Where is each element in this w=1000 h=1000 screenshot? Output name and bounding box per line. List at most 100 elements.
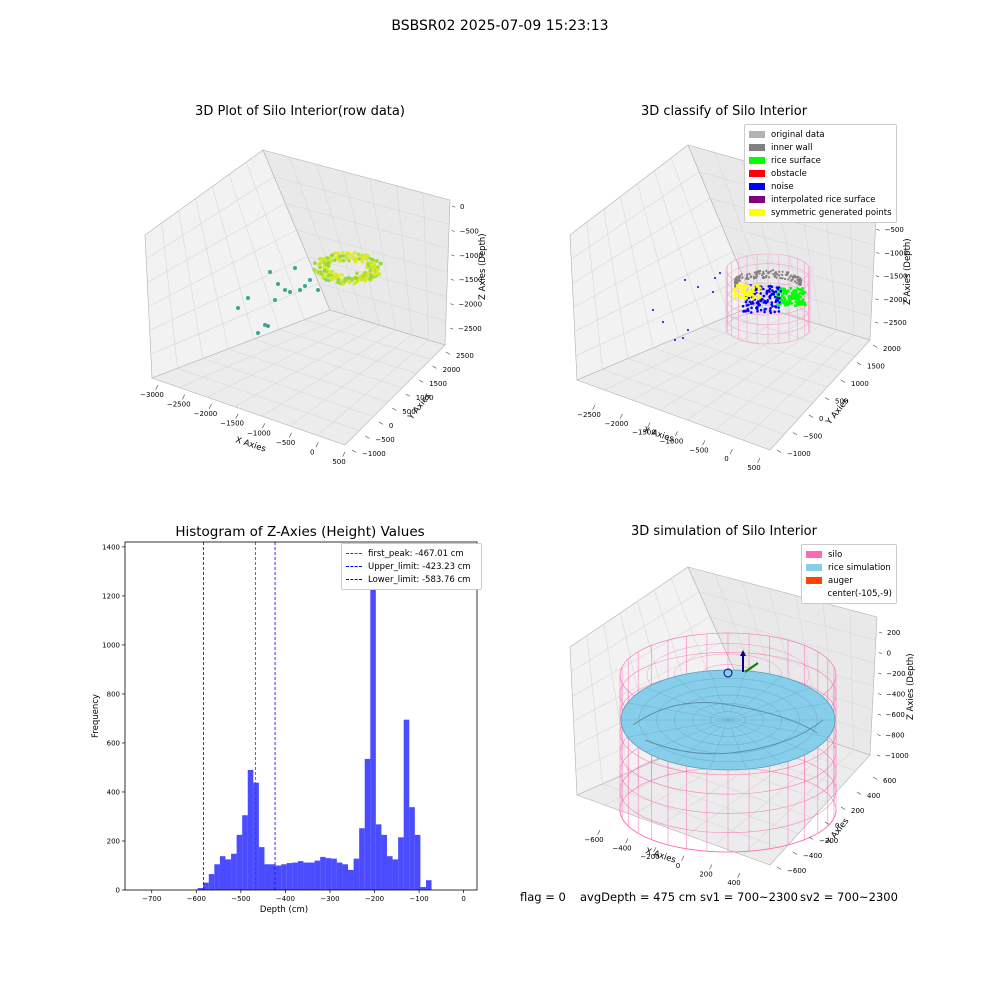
simulation-y-tick-mark	[809, 837, 813, 839]
histogram-bar	[309, 863, 315, 890]
raw-y-tick-label: 2500	[456, 352, 474, 360]
classify-inner-wall-point	[778, 274, 780, 276]
classify-inner-wall-point	[745, 278, 747, 280]
classify-noise-outlier	[682, 337, 684, 339]
histogram-x-tick-label: −200	[365, 895, 384, 903]
classify-z-tick-mark	[877, 229, 880, 230]
raw-point	[330, 253, 334, 257]
classify-y-tick-mark	[873, 345, 877, 347]
raw-point	[337, 278, 341, 282]
histogram-bar	[287, 863, 293, 890]
raw-point	[338, 259, 342, 263]
raw-y-tick-mark	[446, 352, 450, 354]
classify-rice-point	[783, 289, 786, 292]
simulation-legend-swatch	[806, 577, 822, 584]
histogram-bar	[264, 864, 270, 890]
classify-inner-wall-point	[759, 272, 761, 274]
raw-outlier-point	[283, 288, 287, 292]
simulation-y-tick-mark	[793, 852, 797, 854]
classify-z-tick-mark	[875, 322, 878, 323]
classify-noise-point	[764, 308, 767, 311]
simulation-legend-label: auger	[828, 576, 853, 586]
histogram-bar	[214, 864, 220, 890]
histogram-bar	[420, 887, 426, 890]
raw-outlier-point	[316, 288, 320, 292]
raw-point	[345, 254, 349, 258]
raw-point	[328, 270, 332, 274]
classify-inner-wall-point	[790, 275, 792, 277]
histogram-legend-label: Lower_limit: -583.76 cm	[368, 575, 470, 585]
raw-point	[341, 251, 345, 255]
classify-z-tick-mark	[875, 299, 878, 300]
raw-point	[379, 262, 383, 266]
raw-y-tick-label: 1500	[429, 380, 447, 388]
classify-inner-wall-point	[789, 276, 791, 278]
classify-noise-point	[778, 286, 781, 289]
simulation-legend-swatch	[806, 564, 822, 571]
simulation-z-tick-mark	[878, 714, 881, 715]
simulation-z-axis-label: Z Axies (Depth)	[906, 653, 916, 720]
simulation-z-tick-mark	[878, 673, 881, 674]
classify-y-tick-mark	[777, 450, 781, 452]
raw-point	[324, 274, 328, 278]
classify-noise-point	[747, 308, 750, 311]
classify-inner-wall-point	[784, 278, 786, 280]
classify-rice-point	[791, 292, 794, 295]
raw-x-tick-mark	[236, 414, 238, 419]
simulation-y-tick-mark	[825, 822, 829, 824]
histogram-bar	[315, 861, 321, 890]
raw-point	[363, 271, 367, 275]
simulation-z-tick-label: 0	[887, 650, 891, 658]
classify-y-tick-label: 0	[819, 415, 823, 423]
raw-y-tick-mark	[379, 422, 383, 424]
histogram-bar	[225, 859, 231, 890]
simulation-z-tick-label: −800	[885, 732, 904, 740]
classify-y-tick-label: −500	[803, 433, 822, 441]
classify-legend-item: original data	[749, 128, 892, 141]
classify-noise-point	[746, 304, 749, 307]
classify-noise-point	[769, 297, 772, 300]
classify-noise-point	[762, 288, 765, 291]
classify-inner-wall-point	[795, 276, 797, 278]
classify-noise-point	[742, 305, 745, 308]
classify-rice-point	[785, 300, 788, 303]
classify-noise-point	[773, 311, 776, 314]
raw-z-tick-mark	[451, 279, 454, 280]
classify-noise-point	[760, 309, 763, 312]
simulation-y-tick-mark	[857, 792, 861, 794]
raw-point	[355, 280, 359, 284]
simulation-legend-swatch	[806, 551, 822, 558]
classify-symmetric-point	[755, 284, 758, 287]
classify-noise-point	[774, 296, 777, 299]
raw-point	[318, 263, 322, 267]
raw-point	[327, 261, 331, 265]
histogram-legend-line	[346, 579, 362, 580]
histogram-bar	[365, 759, 371, 890]
raw-point	[340, 273, 344, 277]
raw-z-tick-label: −2000	[458, 301, 482, 309]
raw-y-tick-mark	[406, 394, 410, 396]
raw-point	[320, 257, 324, 261]
raw-point	[348, 281, 352, 285]
classify-x-tick-mark	[730, 449, 732, 454]
simulation-z-tick-label: 200	[887, 629, 900, 637]
raw-panel-title: 3D Plot of Silo Interior(row data)	[170, 104, 430, 119]
classify-inner-wall-point	[746, 273, 748, 275]
raw-point	[336, 274, 340, 278]
histogram-legend-item: Lower_limit: -583.76 cm	[346, 573, 477, 586]
histogram-legend-label: first_peak: -467.01 cm	[368, 549, 464, 559]
classify-symmetric-point	[744, 284, 747, 287]
classify-y-tick-label: 1500	[867, 363, 885, 371]
raw-point	[373, 261, 377, 265]
histogram-x-tick-label: −500	[231, 895, 250, 903]
raw-point	[355, 272, 359, 276]
raw-z-tick-mark	[451, 255, 454, 256]
raw-z-axis-label: Z Axies (Depth)	[478, 233, 488, 300]
classify-symmetric-point	[744, 291, 747, 294]
classify-x-tick-label: 0	[724, 455, 728, 463]
simulation-x-tick-label: 200	[699, 870, 712, 878]
histogram-x-tick-label: −300	[320, 895, 339, 903]
classify-legend-swatch	[749, 183, 765, 190]
classify-inner-wall-point	[748, 273, 750, 275]
histogram-bar	[203, 883, 209, 890]
